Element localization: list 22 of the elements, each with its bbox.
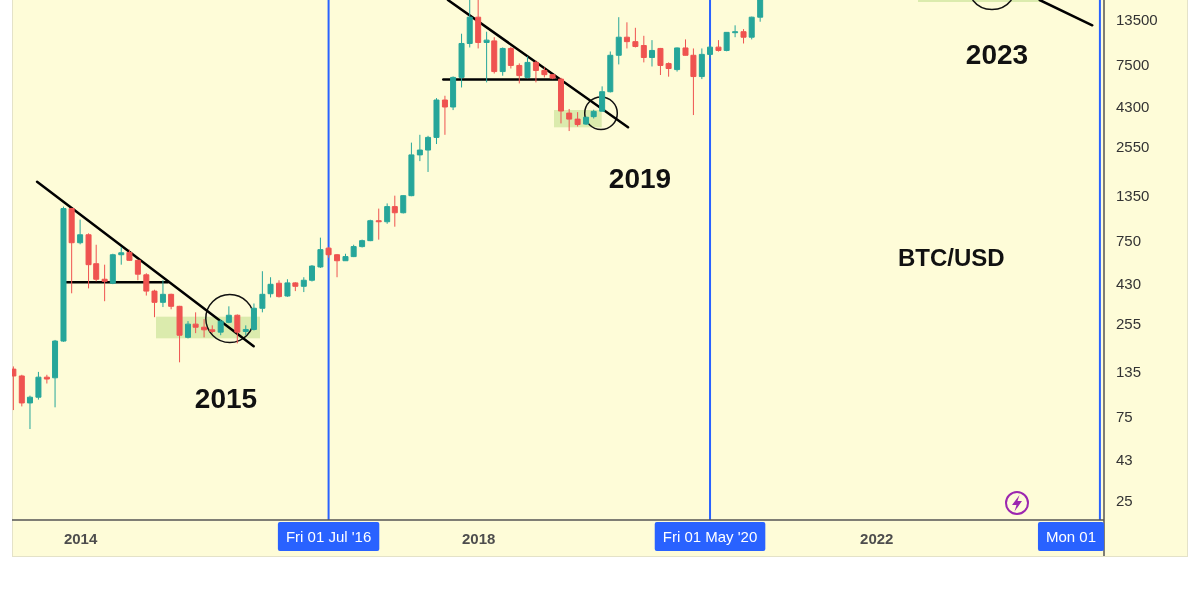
y-tick-label: 13500 [1116,10,1158,28]
x-tick-label: 2014 [63,529,98,547]
annotation: 2015 [194,382,258,414]
y-tick-label: 1350 [1116,186,1150,204]
x-tick-label: 2022 [860,529,894,547]
annotation: BTC/USD [898,243,1005,271]
y-tick-label: 43 [1116,450,1133,468]
y-tick-label: 135 [1116,363,1142,381]
x-tick-label: 2018 [461,529,496,547]
y-tick-label: 4300 [1116,98,1150,116]
annotation: 2019 [608,162,672,194]
ref-line-label: Fri 01 May '20 [662,528,758,545]
y-tick-label: 75 [1116,408,1133,426]
y-tick-label: 255 [1116,314,1142,332]
ref-line-label: Fri 01 Jul '16 [285,528,372,545]
y-tick-label: 750 [1116,231,1142,249]
y-tick-label: 7500 [1116,55,1150,73]
y-tick-label: 25 [1116,492,1133,510]
ref-line-label: Mon 01 [1045,528,1096,545]
y-tick-label: 2550 [1116,138,1150,156]
annotation: 2023 [965,38,1029,70]
y-tick-label: 430 [1116,274,1142,292]
